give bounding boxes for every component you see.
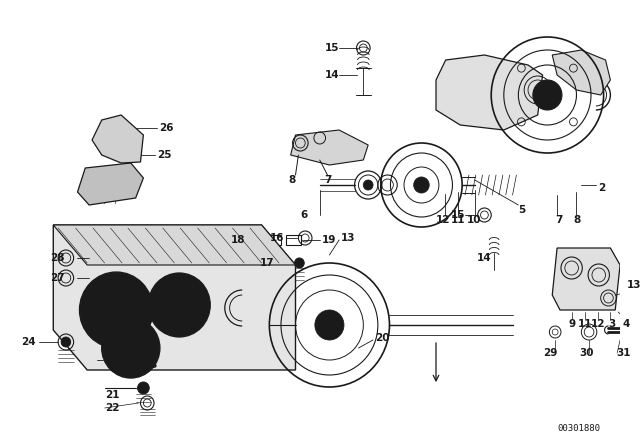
Text: 8: 8 <box>573 215 581 225</box>
Bar <box>266 235 281 245</box>
Text: 29: 29 <box>543 348 558 358</box>
Text: 17: 17 <box>260 258 275 268</box>
Circle shape <box>87 280 145 340</box>
Text: 19: 19 <box>322 235 336 245</box>
Text: 9: 9 <box>569 319 576 329</box>
Text: 10: 10 <box>467 215 481 225</box>
Text: 14: 14 <box>477 253 492 263</box>
Text: 11: 11 <box>451 215 465 225</box>
Polygon shape <box>53 225 296 370</box>
Circle shape <box>79 272 153 348</box>
Text: 27: 27 <box>51 273 65 283</box>
Circle shape <box>156 281 202 329</box>
Text: 31: 31 <box>616 348 630 358</box>
Text: 18: 18 <box>230 235 245 245</box>
Polygon shape <box>552 50 611 95</box>
Circle shape <box>119 336 143 360</box>
Text: 5: 5 <box>518 205 525 215</box>
Circle shape <box>99 292 134 328</box>
Polygon shape <box>92 115 143 163</box>
Circle shape <box>364 180 373 190</box>
Text: 20: 20 <box>375 333 390 343</box>
Text: 25: 25 <box>157 150 172 160</box>
Text: 13: 13 <box>341 233 356 243</box>
Circle shape <box>315 310 344 340</box>
Circle shape <box>166 292 192 318</box>
Text: 16: 16 <box>269 233 284 243</box>
Text: 00301880: 00301880 <box>557 423 601 432</box>
Text: 8: 8 <box>289 175 296 185</box>
Circle shape <box>109 326 152 370</box>
Text: 13: 13 <box>627 280 640 290</box>
Polygon shape <box>552 248 620 310</box>
Text: 14: 14 <box>324 70 339 80</box>
Circle shape <box>413 177 429 193</box>
Text: 30: 30 <box>579 348 594 358</box>
Circle shape <box>148 273 211 337</box>
Polygon shape <box>436 55 543 130</box>
Text: 12: 12 <box>591 319 605 329</box>
Text: 3: 3 <box>609 319 616 329</box>
Text: 15: 15 <box>451 210 465 220</box>
Circle shape <box>533 80 562 110</box>
Circle shape <box>294 258 304 268</box>
Text: 7: 7 <box>324 175 332 185</box>
Circle shape <box>102 318 160 378</box>
Text: 24: 24 <box>21 337 36 347</box>
Text: 12: 12 <box>436 215 451 225</box>
Bar <box>286 235 301 245</box>
Text: 11: 11 <box>577 319 592 329</box>
Circle shape <box>138 382 149 394</box>
Text: 7: 7 <box>555 215 563 225</box>
Text: 4: 4 <box>623 319 630 329</box>
Polygon shape <box>291 130 368 165</box>
Text: 2: 2 <box>598 183 605 193</box>
Text: 28: 28 <box>51 253 65 263</box>
Polygon shape <box>77 163 143 205</box>
Text: 6: 6 <box>300 210 308 220</box>
Text: 23: 23 <box>143 360 158 370</box>
Text: 21: 21 <box>104 390 119 400</box>
Text: 22: 22 <box>104 403 119 413</box>
Polygon shape <box>53 225 296 265</box>
Text: 15: 15 <box>324 43 339 53</box>
Text: 26: 26 <box>159 123 173 133</box>
Circle shape <box>61 337 71 347</box>
